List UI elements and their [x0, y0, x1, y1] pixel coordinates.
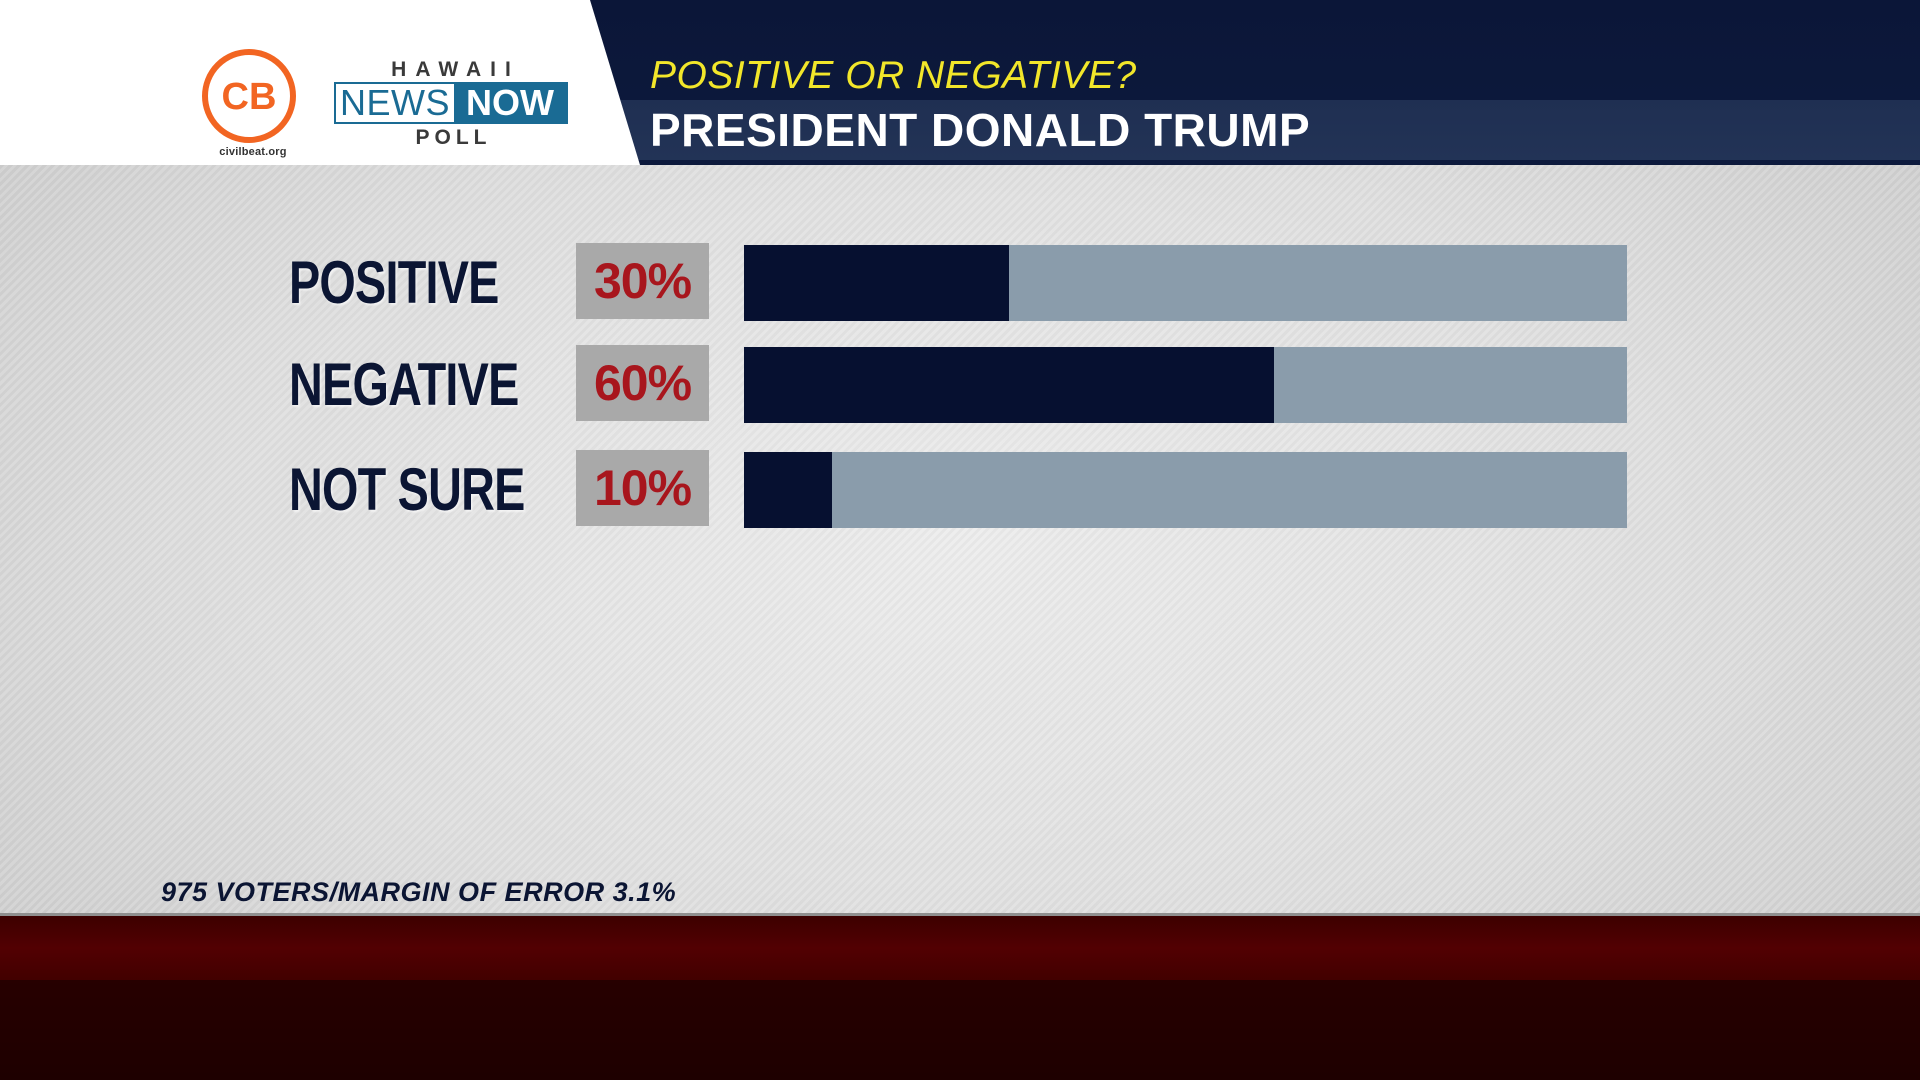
bar-track: [744, 347, 1627, 423]
civil-beat-logo: CB: [200, 47, 298, 145]
chart-subtitle: POSITIVE OR NEGATIVE?: [650, 54, 1137, 97]
hawaii-news-now-logo: HAWAII NEWS NOW POLL: [334, 58, 568, 150]
bar-track: [744, 245, 1627, 321]
bar-fill: [744, 347, 1274, 423]
bar-value-label: 60%: [576, 345, 709, 421]
bar-fill: [744, 245, 1009, 321]
hnn-logo-wordmark: NEWS NOW: [334, 82, 568, 124]
hnn-logo-top: HAWAII: [391, 58, 520, 81]
bar-value-label: 30%: [576, 243, 709, 319]
bottom-band-upper: [0, 916, 1920, 980]
bar-category-label: POSITIVE: [289, 249, 499, 316]
header-title-band: [600, 100, 1920, 160]
bar-track: [744, 452, 1627, 528]
bar-fill: [744, 452, 833, 528]
bar-row: NEGATIVE 60%: [0, 345, 1920, 423]
civil-beat-url: civilbeat.org: [219, 146, 287, 158]
bar-row: POSITIVE 30%: [0, 243, 1920, 321]
chart-title: PRESIDENT DONALD TRUMP: [650, 104, 1311, 156]
bottom-band-separator: [0, 913, 1920, 916]
civil-beat-logo-mark: CB: [222, 76, 277, 118]
hnn-logo-news: NEWS: [336, 84, 454, 122]
hnn-logo-bottom: POLL: [415, 126, 492, 149]
bar-category-label: NOT SURE: [289, 456, 525, 523]
civil-beat-logo-icon: CB: [202, 49, 296, 143]
bar-row: NOT SURE 10%: [0, 450, 1920, 528]
bottom-band-lower: [0, 980, 1920, 1080]
poll-footnote: 975 VOTERS/MARGIN OF ERROR 3.1%: [161, 877, 677, 907]
bar-category-label: NEGATIVE: [289, 351, 519, 418]
bar-value-label: 10%: [576, 450, 709, 526]
hnn-logo-now: NOW: [454, 84, 566, 122]
